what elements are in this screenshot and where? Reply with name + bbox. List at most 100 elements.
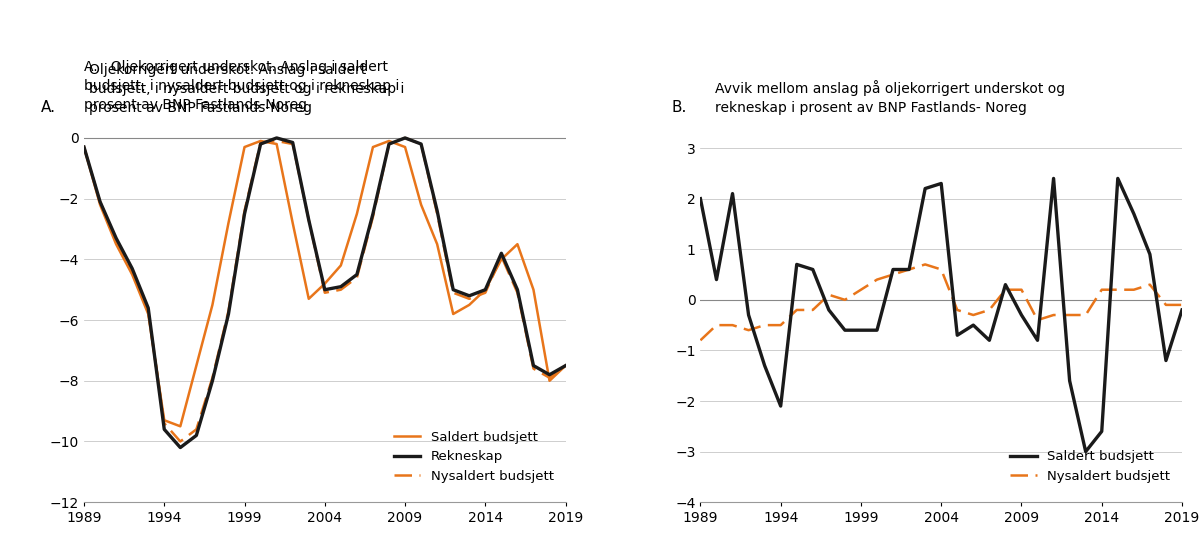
Nysaldert budsjett — [950, 306, 965, 313]
Rekneskap — [142, 305, 156, 311]
Saldert budsjett — [238, 144, 252, 151]
Saldert budsjett — [109, 241, 124, 248]
Nysaldert budsjett — [1079, 312, 1093, 319]
Rekneskap — [173, 444, 187, 451]
Saldert budsjett — [870, 327, 884, 334]
Nysaldert budsjett — [270, 138, 284, 145]
Rekneskap — [430, 208, 444, 214]
Nysaldert budsjett — [221, 307, 235, 314]
Nysaldert budsjett — [725, 322, 739, 329]
Saldert budsjett — [725, 190, 739, 197]
Nysaldert budsjett — [886, 271, 900, 278]
Nysaldert budsjett — [349, 274, 364, 281]
Saldert budsjett — [1046, 175, 1061, 182]
Nysaldert budsjett — [430, 210, 444, 217]
Saldert budsjett — [982, 337, 996, 344]
Nysaldert budsjett — [318, 290, 332, 296]
Nysaldert budsjett — [398, 134, 413, 141]
Rekneskap — [398, 134, 413, 141]
Saldert budsjett — [125, 271, 139, 278]
Legend: Saldert budsjett, Rekneskap, Nysaldert budsjett: Saldert budsjett, Rekneskap, Nysaldert b… — [389, 425, 559, 488]
Text: Oljekorrigert underskot. Anslag i saldert
budsjett, i nysaldert budsjett og i re: Oljekorrigert underskot. Anslag i salder… — [89, 63, 404, 115]
Nysaldert budsjett — [558, 362, 572, 369]
Nysaldert budsjett — [757, 322, 772, 329]
Saldert budsjett — [1062, 377, 1076, 384]
Saldert budsjett — [92, 201, 107, 208]
Nysaldert budsjett — [966, 312, 980, 319]
Saldert budsjett — [430, 241, 444, 248]
Rekneskap — [558, 362, 572, 369]
Saldert budsjett — [838, 327, 852, 334]
Rekneskap — [92, 198, 107, 205]
Saldert budsjett — [822, 306, 836, 313]
Rekneskap — [253, 141, 268, 147]
Nysaldert budsjett — [1127, 286, 1141, 293]
Saldert budsjett — [221, 220, 235, 227]
Nysaldert budsjett — [190, 426, 204, 432]
Nysaldert budsjett — [822, 291, 836, 298]
Nysaldert budsjett — [109, 238, 124, 244]
Nysaldert budsjett — [918, 261, 932, 268]
Line: Saldert budsjett: Saldert budsjett — [701, 179, 1182, 451]
Nysaldert budsjett — [205, 374, 220, 381]
Rekneskap — [334, 283, 348, 290]
Rekneskap — [542, 372, 557, 378]
Nysaldert budsjett — [478, 290, 492, 296]
Saldert budsjett — [286, 220, 300, 227]
Text: Avvik mellom anslag på oljekorrigert underskot og
rekneskap i prosent av BNP Fas: Avvik mellom anslag på oljekorrigert und… — [715, 80, 1064, 115]
Nysaldert budsjett — [446, 290, 461, 296]
Saldert budsjett — [1142, 251, 1157, 258]
Rekneskap — [286, 139, 300, 146]
Nysaldert budsjett — [790, 306, 804, 313]
Saldert budsjett — [558, 362, 572, 369]
Rekneskap — [414, 141, 428, 147]
Saldert budsjett — [542, 377, 557, 384]
Saldert budsjett — [790, 261, 804, 268]
Saldert budsjett — [253, 138, 268, 145]
Rekneskap — [157, 426, 172, 432]
Saldert budsjett — [934, 180, 948, 187]
Nysaldert budsjett — [1062, 312, 1076, 319]
Saldert budsjett — [1110, 175, 1124, 182]
Nysaldert budsjett — [125, 268, 139, 275]
Line: Rekneskap: Rekneskap — [84, 138, 565, 448]
Nysaldert budsjett — [382, 141, 396, 147]
Nysaldert budsjett — [774, 322, 788, 329]
Text: B.: B. — [672, 100, 686, 115]
Saldert budsjett — [1014, 312, 1028, 319]
Line: Nysaldert budsjett: Nysaldert budsjett — [84, 138, 565, 441]
Saldert budsjett — [1175, 306, 1189, 313]
Nysaldert budsjett — [902, 266, 917, 273]
Text: A.: A. — [41, 100, 55, 115]
Legend: Saldert budsjett, Nysaldert budsjett: Saldert budsjett, Nysaldert budsjett — [1004, 445, 1176, 488]
Nysaldert budsjett — [494, 253, 509, 259]
Rekneskap — [382, 141, 396, 147]
Rekneskap — [478, 286, 492, 293]
Saldert budsjett — [1031, 337, 1045, 344]
Saldert budsjett — [527, 286, 541, 293]
Nysaldert budsjett — [1094, 286, 1109, 293]
Saldert budsjett — [382, 138, 396, 145]
Saldert budsjett — [173, 423, 187, 430]
Text: A.   Oljekorrigert underskot. Anslag i saldert
budsjett, i nysaldert budsjett og: A. Oljekorrigert underskot. Anslag i sal… — [84, 60, 400, 112]
Nysaldert budsjett — [838, 296, 852, 303]
Rekneskap — [270, 134, 284, 141]
Nysaldert budsjett — [142, 307, 156, 314]
Saldert budsjett — [694, 195, 708, 202]
Nysaldert budsjett — [334, 286, 348, 293]
Saldert budsjett — [950, 332, 965, 339]
Rekneskap — [125, 265, 139, 272]
Nysaldert budsjett — [238, 208, 252, 214]
Nysaldert budsjett — [1175, 301, 1189, 308]
Saldert budsjett — [494, 256, 509, 263]
Rekneskap — [366, 210, 380, 217]
Nysaldert budsjett — [709, 322, 724, 329]
Saldert budsjett — [462, 301, 476, 308]
Saldert budsjett — [334, 262, 348, 269]
Rekneskap — [349, 271, 364, 278]
Nysaldert budsjett — [173, 438, 187, 445]
Saldert budsjett — [157, 417, 172, 424]
Saldert budsjett — [366, 144, 380, 151]
Nysaldert budsjett — [982, 306, 996, 313]
Saldert budsjett — [398, 144, 413, 151]
